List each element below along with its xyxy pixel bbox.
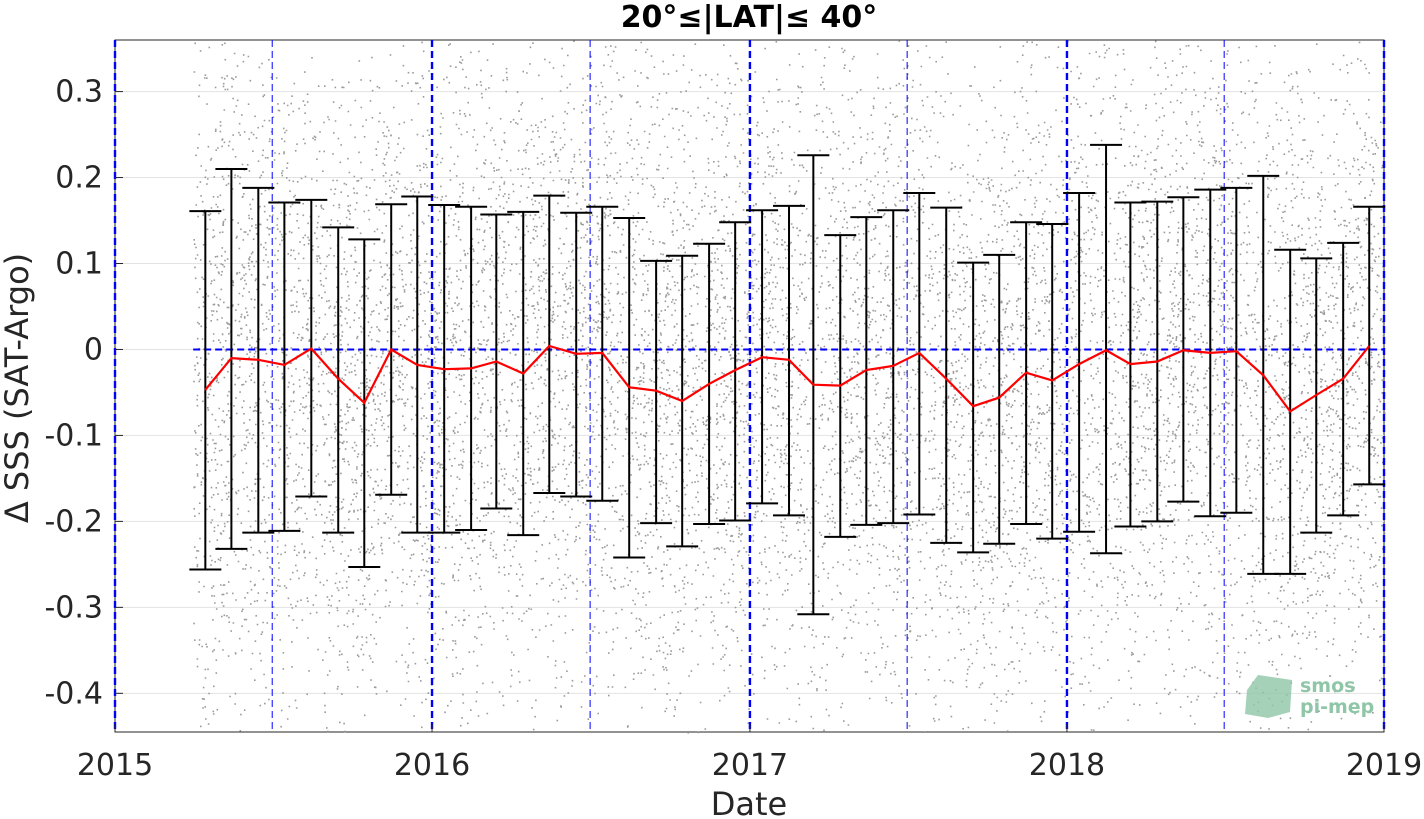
error-bar: [1353, 205, 1386, 486]
chart-title: 20°≤|LAT|≤ 40°: [621, 0, 878, 35]
x-tick-label: 2016: [394, 748, 470, 783]
logo-text-line1: smos: [1300, 675, 1355, 697]
error-bar: [640, 259, 673, 525]
error-bar: [268, 201, 301, 532]
y-tick-label: 0.1: [55, 247, 103, 282]
error-bar: [1063, 192, 1096, 533]
smos-pi-mep-logo: smos pi-mep: [1245, 675, 1374, 718]
x-tick-label: 2018: [1029, 748, 1105, 783]
y-tick-label: 0.3: [55, 75, 103, 110]
logo-shape-icon: [1245, 675, 1292, 718]
y-axis-ticks: -0.4 -0.3 -0.2 -0.1 0 0.1 0.2 0.3: [44, 75, 123, 711]
x-tick-label: 2015: [77, 748, 153, 783]
y-tick-label: -0.3: [44, 590, 103, 625]
error-bar: [189, 210, 222, 571]
y-tick-label: 0.2: [55, 161, 103, 196]
logo-text-line2: pi-mep: [1300, 696, 1374, 718]
error-bar: [719, 221, 752, 522]
plot-area: smos pi-mep: [113, 39, 1386, 734]
y-tick-label: -0.1: [44, 418, 103, 453]
error-bar: [957, 261, 990, 554]
error-bar: [983, 253, 1016, 545]
y-tick-label: 0: [84, 332, 103, 367]
error-bar: [1090, 143, 1123, 555]
y-tick-label: -0.2: [44, 504, 103, 539]
mean-line: [204, 344, 1371, 413]
y-tick-label: -0.4: [44, 676, 103, 711]
y-axis-label: Δ SSS (SAT-Argo): [0, 253, 36, 523]
x-axis-label: Date: [711, 785, 787, 819]
x-tick-label: 2019: [1346, 748, 1422, 783]
x-axis-ticks: 2015 2016 2017 2018 2019: [77, 724, 1422, 783]
error-bar: [930, 206, 963, 544]
error-bar: [533, 194, 566, 495]
x-tick-label: 2017: [712, 748, 788, 783]
